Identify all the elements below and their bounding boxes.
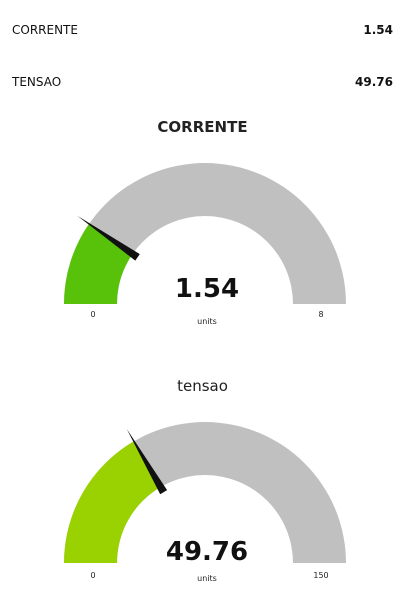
gauge-tensao-dial	[64, 422, 346, 563]
gauge-corrente: CORRENTE 1.54 units 0 8	[0, 118, 405, 333]
gauge-corrente-units: units	[197, 317, 217, 326]
readout-corrente: CORRENTE 1.54	[12, 19, 393, 41]
gauge-corrente-dial	[64, 163, 346, 304]
readout-tensao-label: TENSAO	[12, 75, 62, 89]
gauge-corrente-value: 1.54	[174, 274, 240, 304]
gauge-tensao: tensao 49.76 units 0 150	[0, 377, 405, 592]
gauge-tensao-fill	[64, 441, 161, 563]
readout-corrente-label: CORRENTE	[12, 23, 78, 37]
gauge-corrente-min: 0	[90, 310, 96, 319]
gauge-tensao-value: 49.76	[165, 537, 249, 567]
gauge-tensao-min: 0	[90, 571, 96, 580]
readout-corrente-value: 1.54	[363, 23, 393, 37]
gauge-tensao-title: tensao	[177, 377, 228, 395]
readout-tensao-value: 49.76	[355, 75, 393, 89]
gauge-tensao-needle	[126, 429, 168, 495]
gauge-corrente-track	[64, 163, 346, 304]
gauge-tensao-max: 150	[313, 571, 329, 580]
gauge-corrente-needle	[77, 215, 140, 261]
gauge-corrente-title: CORRENTE	[157, 118, 248, 136]
gauge-tensao-units: units	[197, 574, 217, 583]
readout-tensao: TENSAO 49.76	[12, 71, 393, 93]
gauge-corrente-max: 8	[318, 310, 324, 319]
